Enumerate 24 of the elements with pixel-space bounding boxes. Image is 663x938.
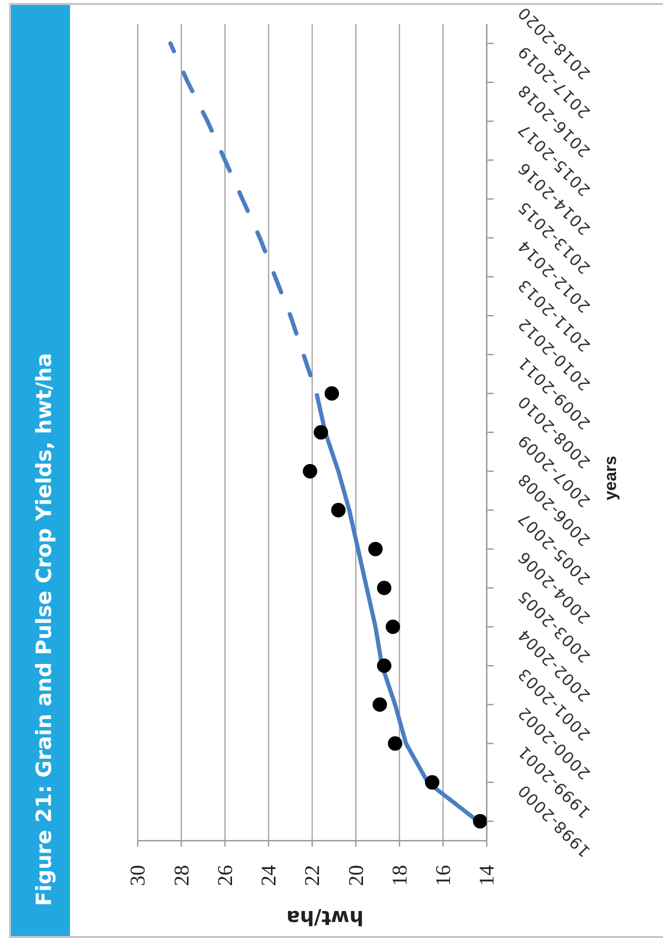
x-tick-label: 26 xyxy=(212,865,237,886)
x-tick-label: 18 xyxy=(387,865,412,886)
x-tick-label: 28 xyxy=(169,865,194,886)
x-tick-label: 24 xyxy=(256,864,281,886)
y-axis-title: years xyxy=(601,456,620,500)
point xyxy=(388,736,402,751)
point xyxy=(324,386,340,401)
point xyxy=(302,464,318,478)
point xyxy=(376,580,392,596)
point xyxy=(331,502,346,518)
point xyxy=(424,775,440,790)
x-tick-label: 20 xyxy=(344,865,368,886)
text: Figure 21: Grain and Pulse Crop Yields, hwt/ha xyxy=(32,352,56,906)
point xyxy=(372,697,388,712)
x-axis-title: hwt/ha xyxy=(286,906,364,930)
x-tick-label: 22 xyxy=(300,865,324,886)
point xyxy=(376,658,392,673)
x-tick-label: 30 xyxy=(126,865,150,886)
point xyxy=(472,814,487,828)
point xyxy=(386,620,400,634)
point xyxy=(314,425,328,440)
x-tick-label: 16 xyxy=(431,865,456,886)
point xyxy=(368,542,383,556)
x-tick-label: 14 xyxy=(474,864,499,886)
